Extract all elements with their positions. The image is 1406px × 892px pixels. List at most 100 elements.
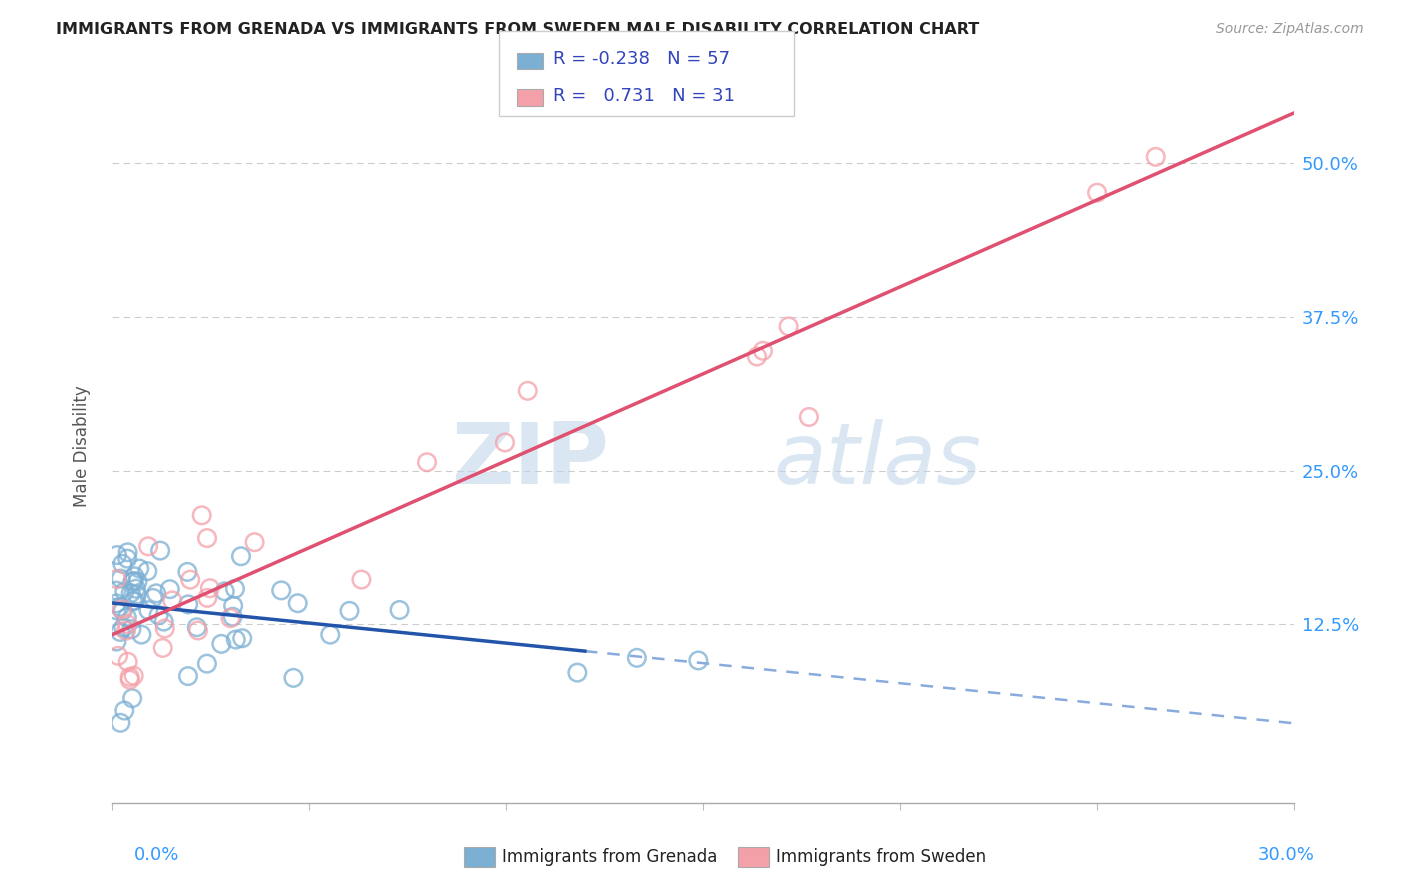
Point xyxy=(115,610,138,624)
Point xyxy=(283,671,305,685)
Point xyxy=(159,582,181,597)
Point xyxy=(198,581,221,595)
Point xyxy=(115,617,138,632)
Point xyxy=(122,574,145,588)
Point xyxy=(136,603,159,617)
Point xyxy=(111,557,134,571)
Text: 0.0%: 0.0% xyxy=(134,846,179,863)
Point xyxy=(136,539,159,553)
Point xyxy=(115,624,138,638)
Point xyxy=(231,631,253,645)
Point xyxy=(752,343,775,358)
Point xyxy=(124,569,146,583)
Point xyxy=(626,650,648,665)
Text: Immigrants from Sweden: Immigrants from Sweden xyxy=(776,848,986,866)
Point xyxy=(153,622,176,636)
Point xyxy=(107,648,129,663)
Point xyxy=(118,670,141,684)
Y-axis label: Male Disability: Male Disability xyxy=(73,385,91,507)
Point xyxy=(148,608,170,623)
Point xyxy=(112,584,135,599)
Point xyxy=(270,583,292,598)
Text: Source: ZipAtlas.com: Source: ZipAtlas.com xyxy=(1216,22,1364,37)
Point xyxy=(120,622,142,636)
Point xyxy=(105,603,128,617)
Point xyxy=(176,565,198,579)
Point xyxy=(152,640,174,655)
Point xyxy=(416,455,439,469)
Text: R =   0.731   N = 31: R = 0.731 N = 31 xyxy=(553,87,734,104)
Point xyxy=(121,574,143,589)
Point xyxy=(122,669,145,683)
Point xyxy=(195,657,218,671)
Point xyxy=(177,669,200,683)
Text: IMMIGRANTS FROM GRENADA VS IMMIGRANTS FROM SWEDEN MALE DISABILITY CORRELATION CH: IMMIGRANTS FROM GRENADA VS IMMIGRANTS FR… xyxy=(56,22,980,37)
Point xyxy=(111,604,134,618)
Text: Immigrants from Grenada: Immigrants from Grenada xyxy=(502,848,717,866)
Point xyxy=(108,624,131,639)
Text: 30.0%: 30.0% xyxy=(1258,846,1315,863)
Point xyxy=(797,409,820,424)
Point xyxy=(567,665,589,680)
Point xyxy=(162,593,184,607)
Point xyxy=(209,637,232,651)
Point xyxy=(105,596,128,610)
Point xyxy=(110,715,132,730)
Point xyxy=(125,588,148,602)
Point xyxy=(122,594,145,608)
Point xyxy=(190,508,212,523)
Point xyxy=(112,621,135,635)
Point xyxy=(221,609,243,624)
Text: R = -0.238   N = 57: R = -0.238 N = 57 xyxy=(553,50,730,69)
Point xyxy=(128,561,150,575)
Point xyxy=(136,564,159,578)
Point xyxy=(745,350,768,364)
Point xyxy=(229,549,252,564)
Point xyxy=(117,655,139,669)
Point xyxy=(142,591,165,605)
Point xyxy=(152,615,174,629)
Point xyxy=(120,586,142,600)
Point xyxy=(125,582,148,596)
Point xyxy=(516,384,538,398)
Point xyxy=(110,572,132,586)
Point xyxy=(494,435,516,450)
Text: atlas: atlas xyxy=(773,418,981,502)
Point xyxy=(105,548,128,562)
Point xyxy=(127,574,149,589)
Point xyxy=(222,599,245,613)
Point xyxy=(145,586,167,600)
Point xyxy=(319,628,342,642)
Point xyxy=(224,582,246,596)
Point xyxy=(177,598,200,612)
Point xyxy=(688,653,710,667)
Point xyxy=(195,531,218,545)
Text: ZIP: ZIP xyxy=(451,418,609,502)
Point xyxy=(111,602,134,616)
Point xyxy=(214,584,236,599)
Point xyxy=(778,319,800,334)
Point xyxy=(117,545,139,559)
Point xyxy=(350,573,373,587)
Point xyxy=(118,673,141,687)
Point xyxy=(121,691,143,706)
Point xyxy=(131,627,153,641)
Point xyxy=(195,591,218,605)
Point xyxy=(1144,150,1167,164)
Point xyxy=(124,594,146,608)
Point xyxy=(287,596,309,610)
Point xyxy=(388,603,411,617)
Point xyxy=(339,604,361,618)
Point xyxy=(186,620,208,634)
Point xyxy=(179,573,201,587)
Point xyxy=(225,632,247,647)
Point xyxy=(108,599,131,614)
Point xyxy=(112,704,135,718)
Point xyxy=(105,572,128,586)
Point xyxy=(1085,186,1108,200)
Point xyxy=(105,583,128,598)
Point xyxy=(105,634,128,648)
Point xyxy=(149,543,172,558)
Point xyxy=(219,611,242,625)
Point xyxy=(115,551,138,566)
